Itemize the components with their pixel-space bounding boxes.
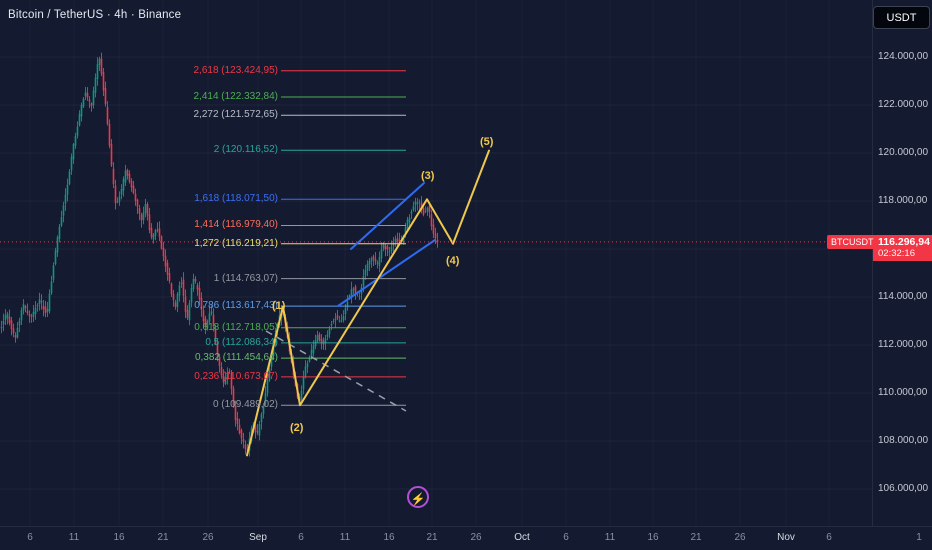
price-axis-label: 124.000,00 [878,51,929,62]
time-axis-month-label: Oct [514,532,530,543]
price-line-symbol-tag: BTCUSDT [827,234,878,249]
time-axis-month-label: Nov [777,532,795,543]
candlestick-chart[interactable] [0,0,872,526]
time-axis-day-label: 26 [470,532,482,543]
time-axis-day-label: 21 [426,532,438,543]
last-price-badge: 116.296,94 02:32:16 [873,234,932,261]
price-axis-label: 122.000,00 [878,99,929,110]
time-axis-day-label: 11 [604,532,616,543]
time-axis-day-label: 26 [734,532,746,543]
time-axis-day-label: 6 [826,532,832,543]
symbol-title[interactable]: Bitcoin / TetherUS · 4h · Binance [8,9,182,21]
price-axis-label: 110.000,00 [878,387,928,398]
candle-countdown-timer: 02:32:16 [878,247,915,259]
time-axis-day-label: 16 [647,532,659,543]
price-axis[interactable]: 116.296,94 02:32:16 124.000,00 122.000,00… [872,0,932,526]
time-axis-day-label: 6 [563,532,569,543]
price-axis-label: 120.000,00 [878,147,929,158]
time-axis-day-label: 21 [157,532,169,543]
price-axis-label: 108.000,00 [878,435,929,446]
price-axis-label: 112.000,00 [878,339,928,350]
price-axis-label: 118.000,00 [878,195,928,206]
lightning-bolt-icon[interactable]: ⚡ [407,486,429,508]
usdt-currency-button[interactable]: USDT [873,6,930,29]
time-axis-day-label: 16 [113,532,125,543]
price-axis-label: 114.000,00 [878,291,928,302]
time-axis-day-label: 11 [68,532,80,543]
time-axis-day-label: 16 [383,532,395,543]
last-price-value: 116.296,94 [878,235,930,248]
time-axis-day-label: 11 [339,532,351,543]
time-axis-month-label: Sep [249,532,267,543]
time-axis-day-label: 1 [916,532,922,543]
time-axis-day-label: 6 [27,532,33,543]
price-axis-label: 106.000,00 [878,483,929,494]
time-axis[interactable]: 6 11 16 21 26 Sep 6 11 16 21 26 Oct 6 11 16 21 26 Nov 6 1 [0,526,932,550]
time-axis-day-label: 21 [690,532,702,543]
time-axis-day-label: 6 [298,532,304,543]
time-axis-day-label: 26 [202,532,214,543]
